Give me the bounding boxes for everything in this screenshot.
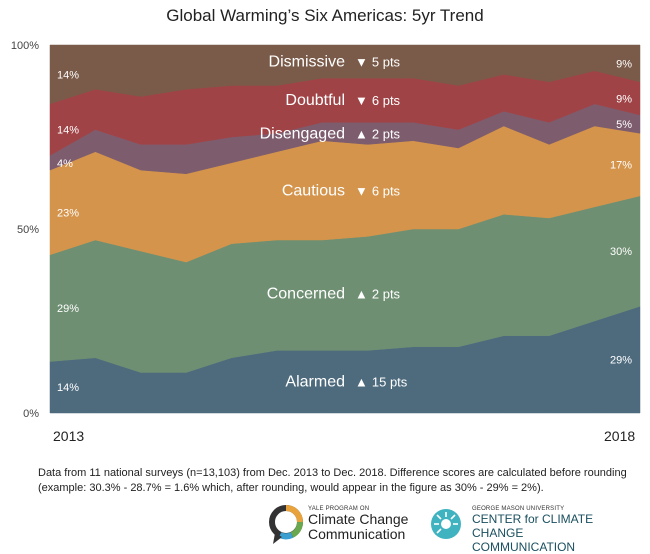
- trend-arrow-icon: ▼: [355, 183, 368, 198]
- series-label-concerned: Concerned: [267, 285, 345, 302]
- start-value-label-concerned: 29%: [57, 303, 79, 315]
- end-value-label-alarmed: 29%: [610, 355, 632, 367]
- trend-arrow-icon: ▲: [355, 375, 368, 390]
- start-value-label-dismissive: 14%: [57, 69, 79, 81]
- chart-title: Global Warming’s Six Americas: 5yr Trend: [166, 6, 484, 25]
- y-axis-ticks: 0% 50% 100%: [11, 40, 39, 420]
- start-value-label-disengaged: 4%: [57, 158, 73, 170]
- stacked-area-chart: 0% 50% 100% Alarmed ▲ 15 pts 14% 29% Concerned ▲…: [11, 40, 641, 420]
- trend-text: 6 pts: [372, 93, 401, 108]
- series-label-alarmed: Alarmed: [285, 374, 345, 391]
- gmu-logo-line1: CENTER for CLIMATE CHANGE: [472, 512, 594, 540]
- trend-arrow-icon: ▼: [355, 55, 368, 70]
- series-label-disengaged: Disengaged: [260, 125, 345, 142]
- trend-text: 15 pts: [372, 375, 408, 390]
- series-trend-disengaged: ▲ 2 pts: [355, 126, 401, 141]
- yale-logo-small-text: YALE PROGRAM ON: [308, 506, 370, 512]
- end-value-label-doubtful: 9%: [616, 93, 632, 105]
- area-dismissive: [49, 44, 641, 105]
- series-trend-dismissive: ▼ 5 pts: [355, 55, 401, 70]
- trend-text: 2 pts: [372, 286, 401, 301]
- gmu-sunburst-logo-icon: [431, 509, 461, 539]
- footnote: Data from 11 national surveys (n=13,103)…: [38, 467, 627, 494]
- trend-text: 2 pts: [372, 126, 401, 141]
- series-label-dismissive: Dismissive: [269, 54, 346, 71]
- start-value-label-cautious: 23%: [57, 207, 79, 219]
- trend-arrow-icon: ▲: [355, 126, 368, 141]
- yale-program-logo: YALE PROGRAM ON Climate Change Communica…: [268, 502, 428, 550]
- series-trend-concerned: ▲ 2 pts: [355, 286, 401, 301]
- x-axis-end-label: 2018: [604, 428, 636, 444]
- end-value-label-cautious: 17%: [610, 160, 632, 172]
- area-layers: [49, 44, 641, 414]
- y-tick-label: 0%: [23, 408, 39, 420]
- yale-logo-line2: Communication: [308, 526, 406, 542]
- series-trend-doubtful: ▼ 6 pts: [355, 93, 401, 108]
- end-value-label-disengaged: 5%: [616, 119, 632, 131]
- trend-arrow-icon: ▲: [355, 286, 368, 301]
- x-axis-start-label: 2013: [53, 428, 85, 444]
- trend-text: 5 pts: [372, 55, 401, 70]
- series-labels: Alarmed ▲ 15 pts 14% 29% Concerned ▲ 2 pts 29% 30…: [57, 54, 632, 395]
- end-value-label-dismissive: 9%: [616, 58, 632, 70]
- series-label-doubtful: Doubtful: [285, 92, 345, 109]
- trend-arrow-icon: ▼: [355, 93, 368, 108]
- gmu-center-logo: GEORGE MASON UNIVERSITY CENTER for CLIMA…: [428, 502, 643, 554]
- y-tick-label: 100%: [11, 40, 39, 52]
- start-value-label-alarmed: 14%: [57, 382, 79, 394]
- trend-text: 6 pts: [372, 183, 401, 198]
- yale-logo-mark-icon: [269, 505, 303, 544]
- series-trend-cautious: ▼ 6 pts: [355, 183, 401, 198]
- y-tick-label: 50%: [17, 224, 39, 236]
- end-value-label-concerned: 30%: [610, 246, 632, 258]
- start-value-label-doubtful: 14%: [57, 125, 79, 137]
- series-trend-alarmed: ▲ 15 pts: [355, 375, 408, 390]
- yale-logo-line1: Climate Change: [308, 511, 409, 527]
- series-label-cautious: Cautious: [282, 182, 345, 199]
- gmu-logo-line2: COMMUNICATION: [472, 540, 576, 554]
- gmu-logo-small-text: GEORGE MASON UNIVERSITY: [472, 506, 565, 512]
